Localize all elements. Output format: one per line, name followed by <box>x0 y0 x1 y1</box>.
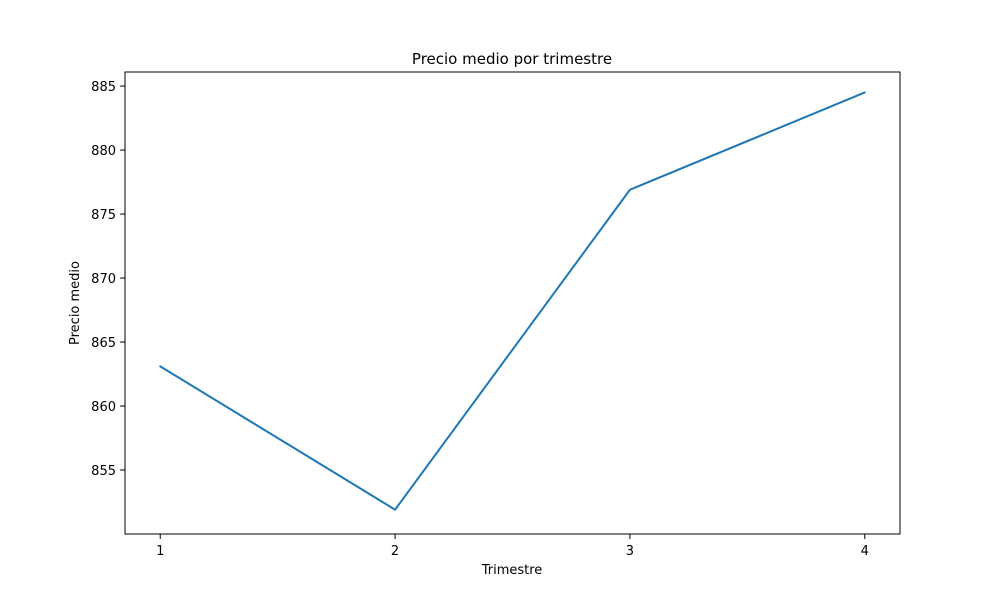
y-axis-label: Precio medio <box>68 261 83 345</box>
x-tick-label: 4 <box>861 544 869 559</box>
chart-title: Precio medio por trimestre <box>412 50 612 68</box>
x-axis-label: Trimestre <box>481 563 543 578</box>
y-tick-label: 885 <box>91 80 116 95</box>
data-point <box>159 365 162 368</box>
x-tick-label: 1 <box>156 544 164 559</box>
y-tick-label: 860 <box>91 400 116 415</box>
y-axis-ticks: 855 860 865 870 875 880 885 <box>91 80 125 479</box>
y-tick-label: 865 <box>91 336 116 351</box>
x-axis-ticks: 1 2 3 4 <box>156 534 869 559</box>
series-layer <box>159 91 866 511</box>
y-tick-label: 880 <box>91 144 116 159</box>
y-tick-label: 870 <box>91 272 116 287</box>
data-point <box>863 91 866 94</box>
x-tick-label: 3 <box>626 544 634 559</box>
y-tick-label: 855 <box>91 464 116 479</box>
plot-area-frame <box>124 71 901 535</box>
data-point <box>394 508 397 511</box>
series-line <box>159 91 866 511</box>
y-tick-label: 875 <box>91 208 116 223</box>
data-point <box>628 188 631 191</box>
x-tick-label: 2 <box>391 544 399 559</box>
